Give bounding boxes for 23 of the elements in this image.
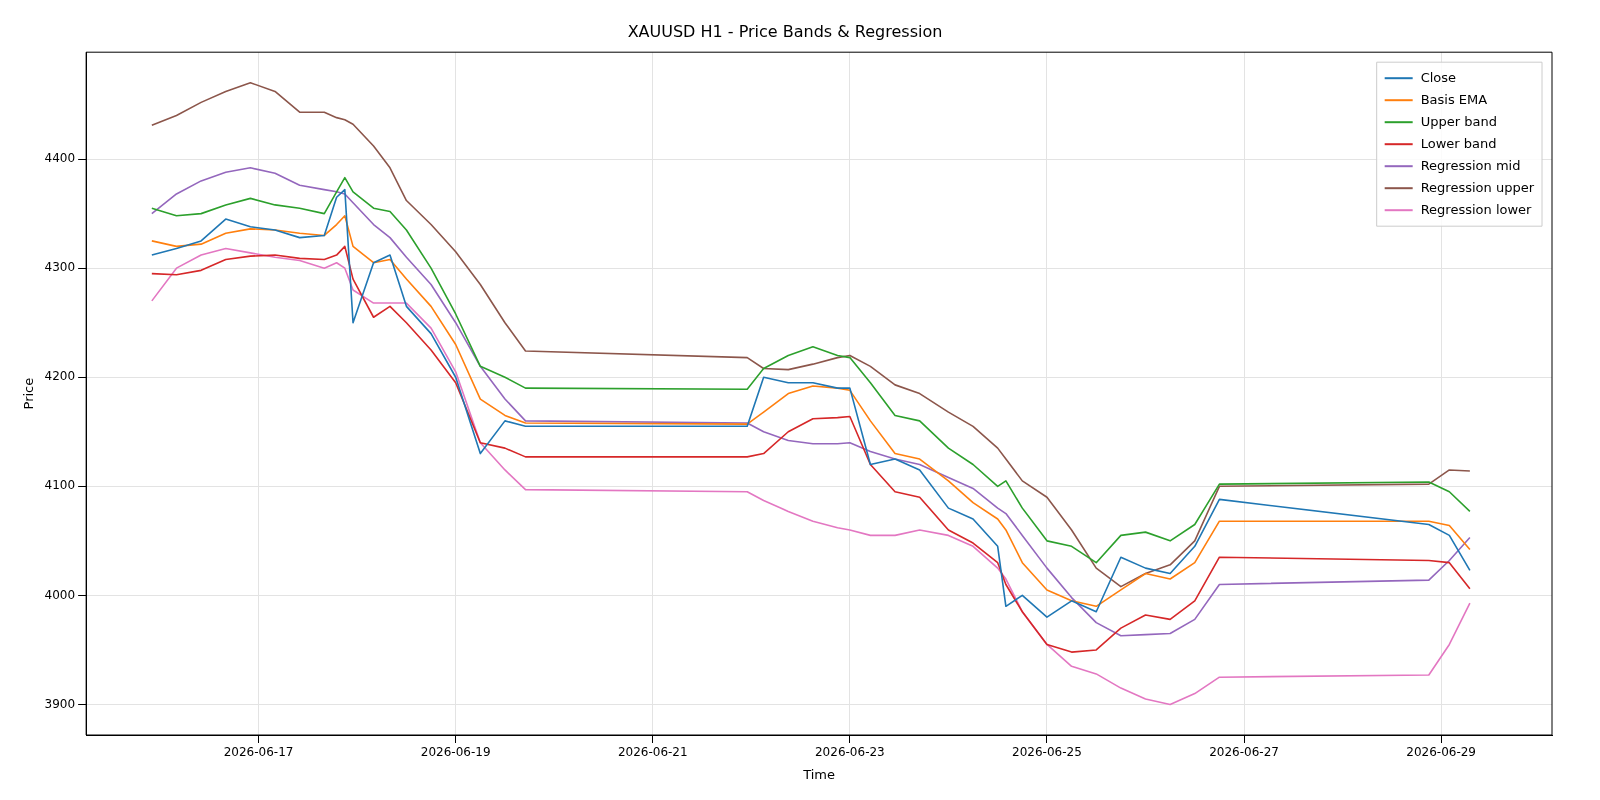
y-tick-label: 3900 bbox=[44, 696, 76, 711]
y-tick-label: 4400 bbox=[44, 151, 76, 166]
y-tick-label: 4300 bbox=[44, 260, 76, 275]
x-tick-label: 2026-06-29 bbox=[1406, 745, 1477, 760]
x-tick-label: 2026-06-27 bbox=[1209, 745, 1279, 760]
legend-label: Regression mid bbox=[1420, 157, 1521, 173]
x-tick-label: 2026-06-25 bbox=[1012, 745, 1082, 760]
legend-label: Regression lower bbox=[1420, 201, 1533, 217]
x-tick-label: 2026-06-21 bbox=[617, 745, 688, 760]
legend-label: Lower band bbox=[1420, 135, 1497, 151]
x-tick-label: 2026-06-23 bbox=[814, 745, 885, 760]
x-tick-label: 2026-06-19 bbox=[420, 745, 491, 760]
legend-label: Upper band bbox=[1420, 113, 1497, 129]
x-tick-label: 2026-06-17 bbox=[223, 745, 294, 760]
y-tick-label: 4200 bbox=[44, 369, 76, 384]
y-axis-title: Price bbox=[21, 377, 37, 410]
legend-label: Close bbox=[1420, 69, 1457, 85]
legend-label: Basis EMA bbox=[1420, 91, 1488, 107]
chart-title: XAUUSD H1 - Price Bands & Regression bbox=[627, 21, 943, 41]
legend-label: Regression upper bbox=[1420, 179, 1535, 195]
y-tick-label: 4100 bbox=[44, 478, 76, 493]
x-axis-title: Time bbox=[802, 766, 835, 782]
y-tick-label: 4000 bbox=[44, 587, 76, 602]
